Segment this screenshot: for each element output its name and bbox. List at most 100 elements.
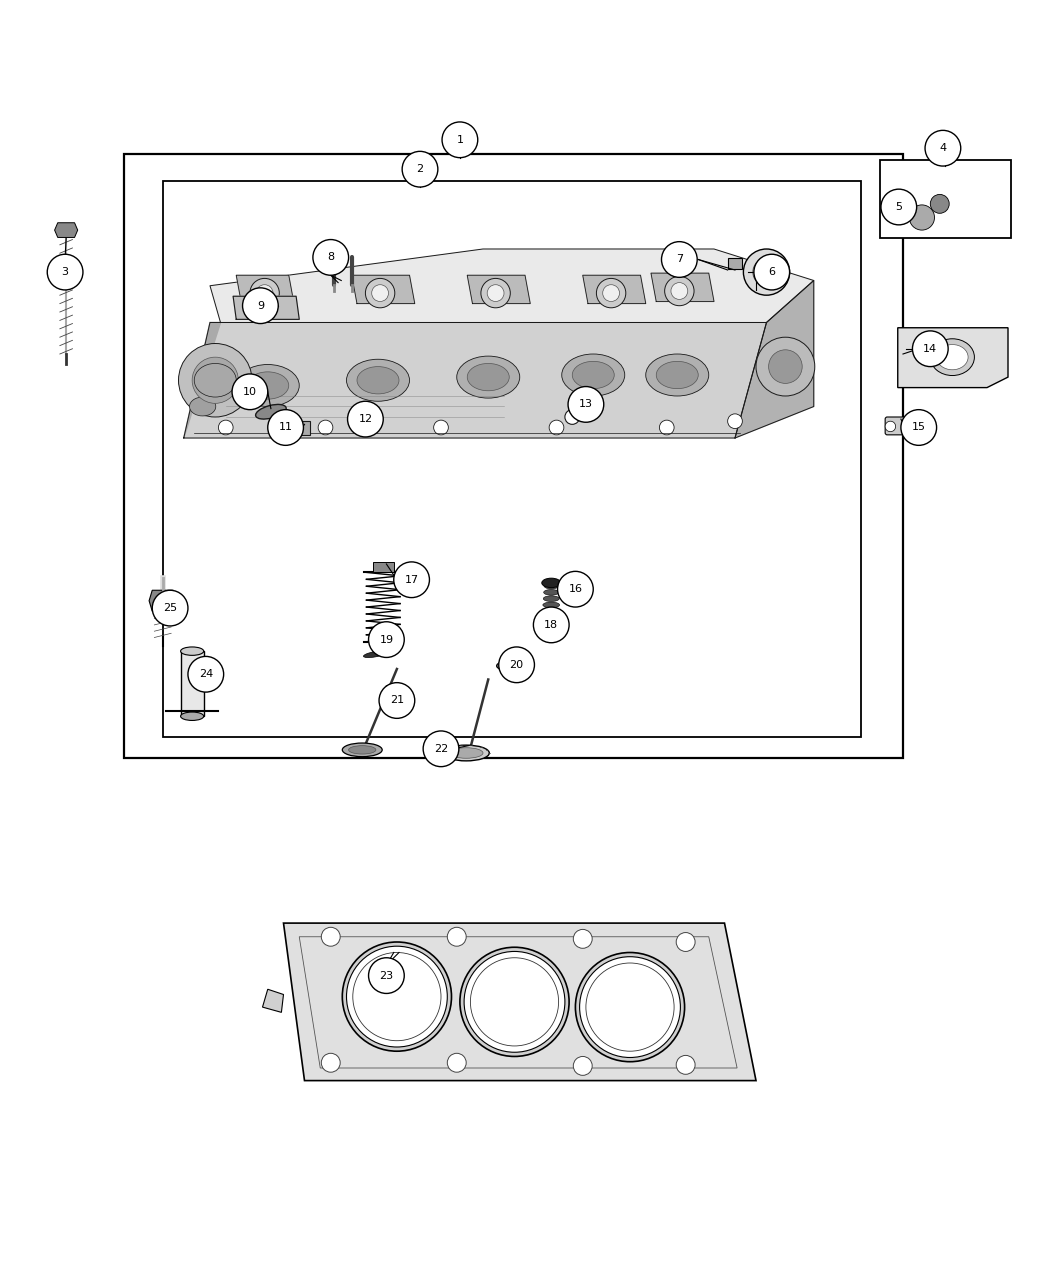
Circle shape (394, 562, 429, 598)
Circle shape (218, 421, 233, 435)
Ellipse shape (562, 354, 625, 397)
Text: 25: 25 (163, 603, 177, 613)
Text: 4: 4 (940, 143, 946, 153)
Ellipse shape (567, 583, 584, 593)
Circle shape (256, 284, 273, 301)
Circle shape (192, 357, 238, 403)
Bar (728, 259, 742, 269)
Circle shape (676, 932, 695, 951)
Polygon shape (210, 249, 814, 323)
Circle shape (318, 421, 333, 435)
Circle shape (369, 958, 404, 993)
Ellipse shape (544, 589, 559, 595)
Ellipse shape (255, 404, 287, 419)
FancyBboxPatch shape (885, 417, 931, 435)
Ellipse shape (357, 367, 399, 394)
Ellipse shape (443, 745, 489, 761)
Polygon shape (55, 223, 78, 237)
Polygon shape (651, 273, 714, 301)
Circle shape (152, 590, 188, 626)
Circle shape (321, 927, 340, 946)
Text: 10: 10 (243, 386, 257, 397)
Circle shape (728, 414, 742, 428)
Circle shape (346, 946, 447, 1047)
Ellipse shape (543, 595, 560, 602)
Circle shape (188, 657, 224, 692)
Circle shape (568, 386, 604, 422)
Text: 1: 1 (457, 135, 463, 145)
Circle shape (313, 240, 349, 275)
Bar (880, 159, 1011, 238)
Polygon shape (233, 296, 299, 319)
Text: 22: 22 (434, 743, 448, 754)
Ellipse shape (542, 615, 561, 621)
Circle shape (743, 249, 790, 296)
Circle shape (372, 284, 388, 301)
Polygon shape (583, 275, 646, 303)
Circle shape (659, 421, 674, 435)
Circle shape (573, 1057, 592, 1075)
Circle shape (558, 571, 593, 607)
Circle shape (549, 421, 564, 435)
Circle shape (178, 343, 252, 417)
Ellipse shape (930, 339, 974, 376)
Ellipse shape (371, 640, 390, 649)
Circle shape (575, 952, 685, 1062)
Circle shape (369, 622, 404, 658)
Circle shape (442, 122, 478, 158)
Ellipse shape (937, 344, 968, 370)
Polygon shape (184, 323, 220, 439)
Bar (181, 652, 204, 717)
Ellipse shape (542, 578, 561, 588)
Text: 13: 13 (579, 399, 593, 409)
Text: 24: 24 (198, 669, 213, 680)
Ellipse shape (542, 621, 561, 627)
Circle shape (580, 956, 680, 1057)
Circle shape (573, 929, 592, 949)
Circle shape (533, 607, 569, 643)
Text: 17: 17 (404, 575, 419, 585)
Text: 5: 5 (896, 201, 902, 212)
Circle shape (268, 409, 303, 445)
Circle shape (464, 951, 565, 1052)
Polygon shape (149, 590, 176, 611)
Text: 15: 15 (911, 422, 926, 432)
Polygon shape (352, 275, 415, 303)
Circle shape (930, 194, 949, 213)
Ellipse shape (349, 746, 376, 754)
Circle shape (243, 288, 278, 324)
Circle shape (586, 963, 674, 1051)
Text: 14: 14 (923, 344, 938, 353)
Circle shape (881, 189, 917, 224)
Circle shape (379, 682, 415, 718)
Ellipse shape (543, 608, 560, 615)
Ellipse shape (449, 747, 483, 759)
Circle shape (481, 278, 510, 307)
Circle shape (756, 337, 815, 397)
Circle shape (753, 259, 780, 286)
Ellipse shape (541, 634, 562, 639)
Ellipse shape (457, 356, 520, 398)
Ellipse shape (247, 372, 289, 399)
Circle shape (460, 947, 569, 1057)
Circle shape (321, 1053, 340, 1072)
Ellipse shape (541, 627, 562, 632)
Polygon shape (284, 923, 756, 1081)
Text: 11: 11 (278, 422, 293, 432)
Polygon shape (236, 275, 294, 303)
Circle shape (662, 242, 697, 278)
Circle shape (447, 1053, 466, 1072)
Circle shape (487, 284, 504, 301)
Polygon shape (262, 989, 284, 1012)
Circle shape (434, 421, 448, 435)
Bar (163, 181, 861, 737)
Circle shape (353, 952, 441, 1040)
Circle shape (925, 130, 961, 166)
Circle shape (596, 278, 626, 307)
Text: 16: 16 (568, 584, 583, 594)
Ellipse shape (467, 363, 509, 390)
Circle shape (676, 1056, 695, 1075)
Circle shape (365, 278, 395, 307)
Ellipse shape (181, 646, 204, 655)
Ellipse shape (505, 663, 518, 668)
